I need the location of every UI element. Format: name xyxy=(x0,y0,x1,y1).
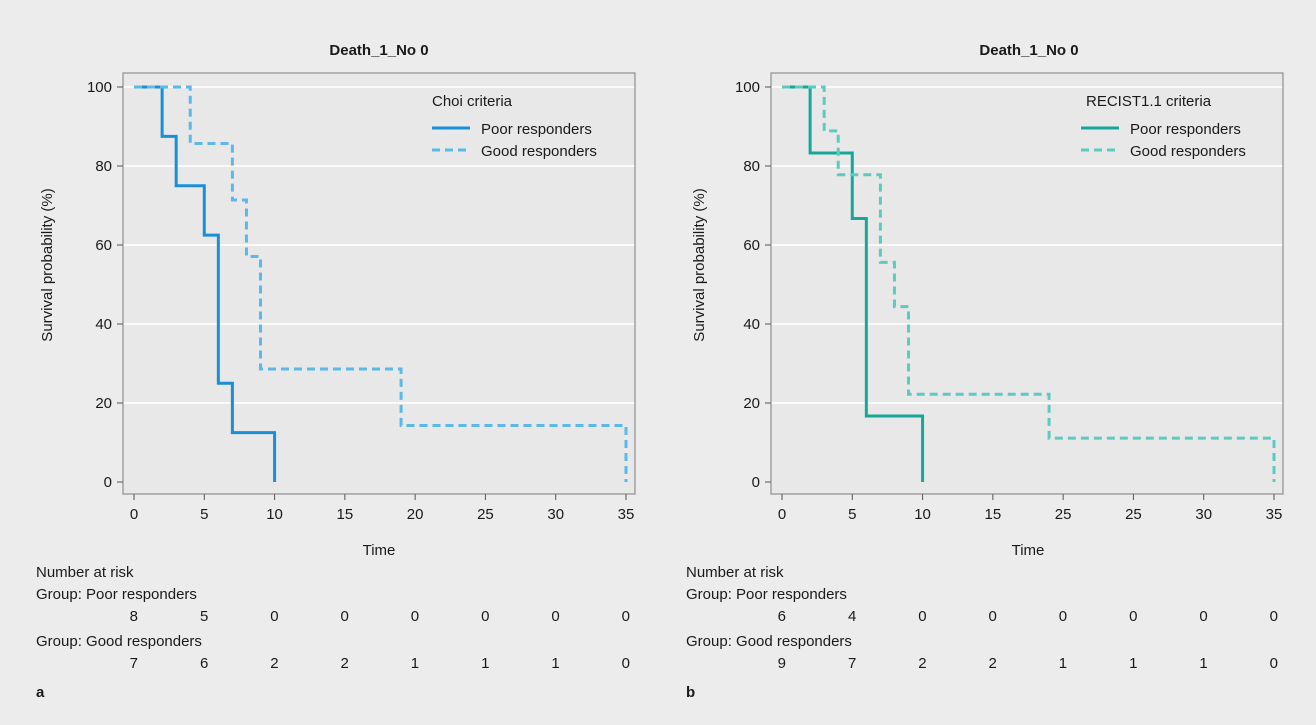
risk-count: 1 xyxy=(1059,655,1067,672)
survival-curve-poor-responders xyxy=(134,85,277,482)
panel-label: b xyxy=(686,684,695,701)
risk-count: 2 xyxy=(918,655,926,672)
risk-table-heading: Number at risk xyxy=(686,564,784,581)
x-tick-label: 25 xyxy=(477,506,494,523)
y-tick-label: 80 xyxy=(95,158,112,175)
chart-title: Death_1_No 0 xyxy=(329,42,428,59)
risk-count: 4 xyxy=(848,608,856,625)
y-tick-label: 40 xyxy=(95,316,112,333)
panel-b: Death_1_No 0 0 20 40 60 80 100 0 5 10 15 25 25 30 35… xyxy=(658,0,1316,725)
y-tick-label: 20 xyxy=(743,395,760,412)
y-tick-label: 40 xyxy=(743,316,760,333)
risk-count: 0 xyxy=(1270,655,1278,672)
y-tick-label: 20 xyxy=(95,395,112,412)
risk-count: 1 xyxy=(1129,655,1137,672)
x-tick-label: 20 xyxy=(407,506,424,523)
plot-frame xyxy=(770,72,1284,495)
legend-title: Choi criteria xyxy=(432,93,513,110)
x-tick-label: 35 xyxy=(1266,506,1283,523)
risk-count: 2 xyxy=(989,655,997,672)
y-tick-label: 0 xyxy=(752,474,760,491)
risk-count: 1 xyxy=(481,655,489,672)
risk-count: 0 xyxy=(1129,608,1137,625)
risk-group-label-poor: Group: Poor responders xyxy=(36,586,197,603)
x-tick-label: 15 xyxy=(985,506,1002,523)
x-tick-label: 0 xyxy=(778,506,786,523)
plot-background xyxy=(771,73,1283,494)
risk-group-label-good: Group: Good responders xyxy=(36,633,202,650)
x-axis-label: Time xyxy=(1012,542,1045,559)
risk-count: 0 xyxy=(411,608,419,625)
risk-count: 0 xyxy=(622,608,630,625)
survival-curve-good-responders xyxy=(134,85,628,482)
panel-a: Death_1_No 0 0 20 40 60 80 100 0 5 10 15 20 25 30 35… xyxy=(36,42,636,701)
y-tick-label: 60 xyxy=(743,237,760,254)
x-tick-label: 0 xyxy=(130,506,138,523)
x-tick-label: 30 xyxy=(1195,506,1212,523)
legend-title: RECIST1.1 criteria xyxy=(1086,93,1212,110)
risk-group-label-good: Group: Good responders xyxy=(686,633,852,650)
risk-count: 7 xyxy=(130,655,138,672)
risk-count: 7 xyxy=(848,655,856,672)
survival-curve-poor-responders xyxy=(782,85,925,482)
x-tick-label: 25 xyxy=(1125,506,1142,523)
x-tick-label: 35 xyxy=(618,506,635,523)
risk-count: 6 xyxy=(778,608,786,625)
x-tick-label: 15 xyxy=(337,506,354,523)
risk-count: 1 xyxy=(551,655,559,672)
y-axis-label: Survival probability (%) xyxy=(691,188,708,341)
risk-count: 0 xyxy=(989,608,997,625)
chart-title: Death_1_No 0 xyxy=(979,42,1078,59)
risk-count: 9 xyxy=(778,655,786,672)
risk-count: 0 xyxy=(1270,608,1278,625)
risk-group-label-poor: Group: Poor responders xyxy=(686,586,847,603)
risk-count: 0 xyxy=(1059,608,1067,625)
legend-label-good-responders: Good responders xyxy=(1130,143,1246,160)
panel-label: a xyxy=(36,684,45,701)
y-tick-label: 100 xyxy=(87,79,112,96)
survival-curve-good-responders xyxy=(782,85,1276,482)
risk-count: 5 xyxy=(200,608,208,625)
risk-count: 0 xyxy=(270,608,278,625)
risk-count: 0 xyxy=(1199,608,1207,625)
x-tick-label: 10 xyxy=(266,506,283,523)
risk-count: 0 xyxy=(551,608,559,625)
y-axis-label: Survival probability (%) xyxy=(39,188,56,341)
legend: RECIST1.1 criteria Poor responders Good … xyxy=(1081,93,1246,160)
legend: Choi criteria Poor responders Good respo… xyxy=(432,93,597,160)
risk-count: 0 xyxy=(341,608,349,625)
risk-count: 0 xyxy=(481,608,489,625)
risk-table-heading: Number at risk xyxy=(36,564,134,581)
x-axis-label: Time xyxy=(363,542,396,559)
risk-count: 0 xyxy=(622,655,630,672)
risk-count: 1 xyxy=(411,655,419,672)
plot-frame xyxy=(122,72,636,495)
x-tick-label: 25 xyxy=(1055,506,1072,523)
legend-label-good-responders: Good responders xyxy=(481,143,597,160)
x-tick-label: 30 xyxy=(547,506,564,523)
risk-count: 2 xyxy=(270,655,278,672)
risk-count: 1 xyxy=(1199,655,1207,672)
x-tick-label: 5 xyxy=(848,506,856,523)
risk-count: 6 xyxy=(200,655,208,672)
x-tick-label: 5 xyxy=(200,506,208,523)
risk-count: 0 xyxy=(918,608,926,625)
y-tick-label: 60 xyxy=(95,237,112,254)
x-tick-label: 10 xyxy=(914,506,931,523)
risk-table: Number at risk Group: Poor responders Gr… xyxy=(686,564,1278,672)
risk-table: Number at risk Group: Poor responders Gr… xyxy=(36,564,630,672)
y-tick-label: 80 xyxy=(743,158,760,175)
risk-count: 8 xyxy=(130,608,138,625)
legend-label-poor-responders: Poor responders xyxy=(1130,121,1241,138)
legend-label-poor-responders: Poor responders xyxy=(481,121,592,138)
y-tick-label: 100 xyxy=(735,79,760,96)
risk-count: 2 xyxy=(341,655,349,672)
y-tick-label: 0 xyxy=(104,474,112,491)
